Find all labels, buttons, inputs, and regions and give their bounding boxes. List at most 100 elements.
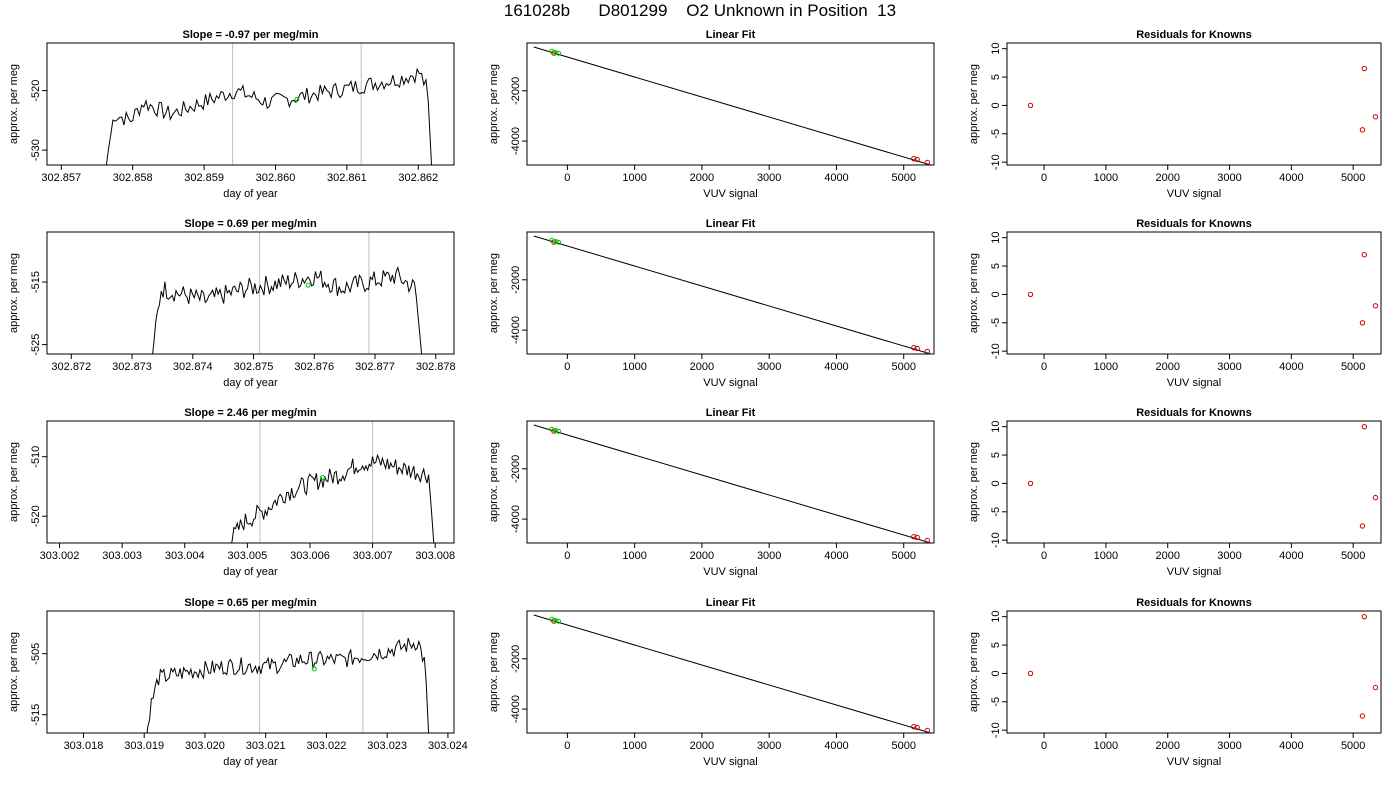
unknown-point [556, 239, 562, 245]
x-axis-label: day of year [223, 377, 278, 389]
x-tick-label: 1000 [622, 361, 646, 373]
x-tick-label: 302.861 [327, 172, 367, 184]
y-axis-label: approx. per meg [968, 632, 980, 712]
x-tick-label: 0 [1041, 740, 1047, 752]
panel-title: Slope = 0.65 per meg/min [184, 597, 317, 609]
plot-frame [46, 610, 455, 734]
y-tick-label: 10 [990, 421, 1002, 433]
panel-title: Linear Fit [706, 29, 756, 41]
y-axis-label: approx. per meg [8, 442, 20, 522]
x-tick-label: 5000 [891, 550, 915, 562]
x-tick-label: 302.859 [184, 172, 224, 184]
y-tick-label: -4000 [510, 695, 522, 723]
x-tick-label: 303.007 [353, 550, 393, 562]
x-tick-label: 302.877 [355, 361, 395, 373]
y-tick-label: -2000 [510, 455, 522, 483]
y-tick-label: 0 [990, 102, 1002, 108]
known-point [1361, 613, 1368, 620]
plot-area [1027, 65, 1379, 133]
known-point [914, 724, 920, 731]
x-tick-label: 303.018 [64, 740, 104, 752]
unknown-point [320, 475, 326, 481]
page-title: 161028b D801299 O2 Unknown in Position 1… [503, 1, 897, 20]
panel-title: Slope = -0.97 per meg/min [182, 29, 318, 41]
x-tick-label: 2000 [1155, 172, 1179, 184]
x-tick-label: 303.024 [428, 740, 468, 752]
known-point [1027, 670, 1034, 677]
known-point [911, 534, 917, 540]
known-point [911, 345, 917, 351]
series-line [105, 67, 433, 165]
plot-frame [46, 231, 455, 355]
known-point [1027, 480, 1034, 487]
y-tick-label: -515 [30, 704, 42, 726]
x-tick-label: 303.002 [40, 550, 80, 562]
x-tick-label: 0 [1041, 361, 1047, 373]
y-tick-label: -520 [30, 505, 42, 527]
fit-line [533, 46, 931, 165]
x-tick-label: 303.023 [367, 740, 407, 752]
known-point [1372, 303, 1379, 309]
panel-1-3: Residuals for Knowns 0 1000 2000 3000 4000 500… [968, 29, 1382, 200]
y-axis-label: approx. per meg [8, 253, 20, 333]
x-tick-label: 302.872 [51, 361, 91, 373]
x-axis-label: day of year [223, 566, 278, 578]
panel-title: Linear Fit [706, 597, 756, 609]
known-point [1359, 320, 1366, 326]
x-tick-label: 302.860 [256, 172, 296, 184]
y-axis-label: approx. per meg [968, 64, 980, 144]
y-tick-label: 0 [990, 670, 1002, 676]
x-tick-label: 5000 [1341, 550, 1365, 562]
plot-area [152, 266, 423, 354]
panel-3-2: Linear Fit 0 1000 2000 3000 4000 5000 -4000 -200… [488, 407, 935, 578]
x-tick-label: 3000 [757, 740, 781, 752]
x-tick-label: 5000 [891, 740, 915, 752]
y-tick-label: -4000 [510, 127, 522, 155]
panel-title: Slope = 2.46 per meg/min [184, 407, 317, 419]
y-tick-label: 10 [990, 611, 1002, 623]
y-tick-label: 0 [990, 291, 1002, 297]
x-axis-label: day of year [223, 756, 278, 768]
y-tick-label: -530 [30, 139, 42, 161]
series-line [146, 637, 430, 733]
y-tick-label: -10 [990, 154, 1002, 170]
x-tick-label: 3000 [1217, 550, 1241, 562]
y-tick-label: 5 [990, 263, 1002, 269]
x-tick-label: 2000 [1155, 361, 1179, 373]
x-tick-label: 4000 [824, 361, 848, 373]
unknown-point [556, 618, 562, 624]
x-tick-label: 303.020 [185, 740, 225, 752]
plot-frame [526, 420, 935, 544]
y-axis-label: approx. per meg [488, 64, 500, 144]
y-tick-label: -2000 [510, 77, 522, 105]
x-tick-label: 4000 [1279, 361, 1303, 373]
x-tick-label: 1000 [622, 550, 646, 562]
y-tick-label: 10 [990, 232, 1002, 244]
x-tick-label: 2000 [690, 740, 714, 752]
panel-1-1: Slope = -0.97 per meg/min 302.857 302.858 3… [8, 29, 455, 200]
plot-frame [526, 42, 935, 166]
x-tick-label: 302.876 [294, 361, 334, 373]
x-tick-label: 3000 [1217, 361, 1241, 373]
y-axis-label: approx. per meg [968, 442, 980, 522]
y-tick-label: 10 [990, 43, 1002, 55]
known-point [1361, 423, 1368, 430]
plot-frame [526, 610, 935, 734]
panel-title: Residuals for Knowns [1136, 597, 1252, 609]
panel-3-1: Slope = 2.46 per meg/min 303.002 303.003 30… [8, 407, 455, 578]
panel-2-1: Slope = 0.69 per meg/min 302.872 302.873 30… [8, 218, 456, 389]
y-tick-label: -2000 [510, 266, 522, 294]
y-tick-label: 5 [990, 642, 1002, 648]
x-tick-label: 2000 [690, 172, 714, 184]
x-tick-label: 4000 [1279, 550, 1303, 562]
known-point [1361, 65, 1368, 72]
x-tick-label: 2000 [1155, 550, 1179, 562]
unknown-point [553, 618, 559, 624]
plot-frame [1006, 420, 1382, 544]
x-tick-label: 302.875 [234, 361, 274, 373]
x-axis-label: VUV signal [1167, 566, 1221, 578]
panel-title: Residuals for Knowns [1136, 29, 1252, 41]
plot-area [533, 235, 931, 354]
x-tick-label: 3000 [757, 172, 781, 184]
plot-frame [526, 231, 935, 355]
